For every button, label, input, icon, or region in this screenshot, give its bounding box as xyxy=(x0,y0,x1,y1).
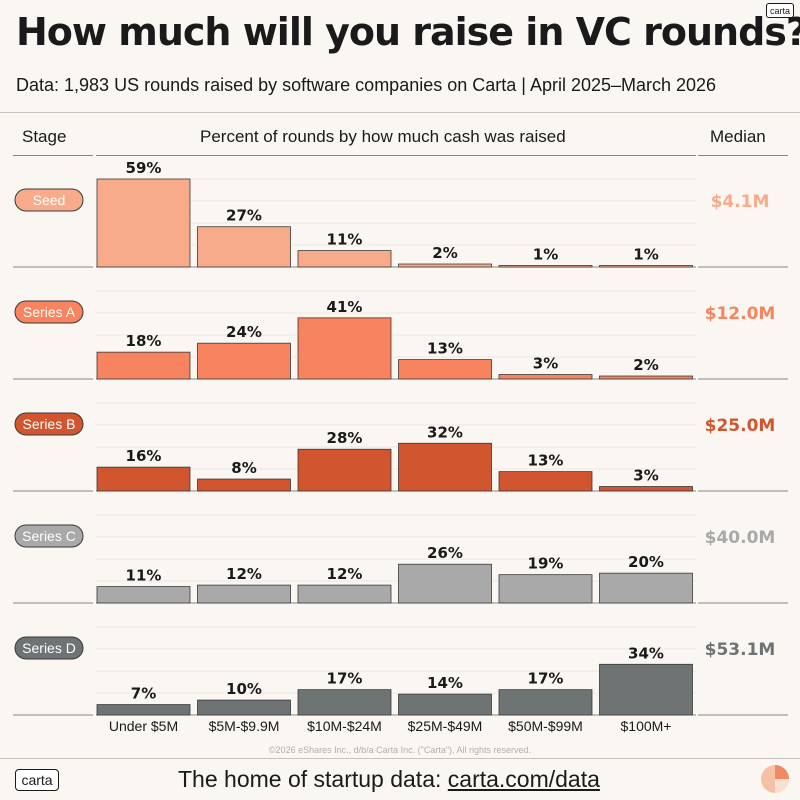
carta-logo-bottom[interactable]: carta xyxy=(15,769,59,791)
seed-stage-pill xyxy=(14,188,84,212)
series-c-bar xyxy=(398,563,492,604)
series-b-bar-value-label: 13% xyxy=(528,452,564,470)
series-b-bar xyxy=(498,471,593,492)
series-a-bar-value-label: 18% xyxy=(126,332,162,350)
series-c-bar xyxy=(197,584,291,604)
seed-bar-value-label: 59% xyxy=(126,159,162,177)
header-divider xyxy=(0,112,800,113)
percent-column-header: Percent of rounds by how much cash was r… xyxy=(200,127,566,146)
series-c-bar-value-label: 26% xyxy=(427,544,463,562)
series-d-bar-value-label: 7% xyxy=(131,685,156,703)
series-a-median-value: $12.0M xyxy=(705,304,776,324)
series-c-stage-pill xyxy=(14,524,84,548)
series-d-stage-pill xyxy=(14,636,84,660)
series-c-bar-value-label: 12% xyxy=(327,565,363,583)
tagline-link[interactable]: carta.com/data xyxy=(447,766,600,792)
seed-bar xyxy=(599,265,693,268)
series-c-bar xyxy=(96,586,191,604)
series-d-bar-value-label: 17% xyxy=(528,670,564,688)
x-tick-label: $100M+ xyxy=(621,718,672,734)
series-d-median-value: $53.1M xyxy=(705,640,776,660)
series-c-median-value: $40.0M xyxy=(705,528,776,548)
seed-bar xyxy=(498,265,593,268)
series-c-bar-value-label: 20% xyxy=(628,553,664,571)
chart-subtitle: Data: 1,983 US rounds raised by software… xyxy=(16,75,717,95)
percent-header-rule xyxy=(96,155,696,156)
series-a-bar-value-label: 13% xyxy=(427,340,463,358)
series-a-bar xyxy=(498,374,593,380)
median-column-header: Median xyxy=(710,127,766,146)
series-b-bar-value-label: 3% xyxy=(633,467,658,485)
seed-bar xyxy=(398,263,492,268)
x-tick-label: $5M-$9.9M xyxy=(209,718,280,734)
series-b-bar xyxy=(398,442,492,492)
x-tick-label: $10M-$24M xyxy=(307,718,382,734)
seed-stage-label: Seed xyxy=(33,192,66,208)
series-d-bar-value-label: 34% xyxy=(628,644,664,662)
seed-bar-value-label: 11% xyxy=(327,231,363,249)
series-a-bar xyxy=(398,359,492,380)
seed-median-value: $4.1M xyxy=(711,192,770,212)
carta-logo-top[interactable]: carta xyxy=(766,3,794,18)
median-header-rule xyxy=(698,155,788,156)
series-c-bar xyxy=(297,584,392,604)
series-a-bar-value-label: 3% xyxy=(533,355,558,373)
series-c-bar xyxy=(498,574,593,604)
series-d-bar xyxy=(96,704,191,716)
series-b-bar-value-label: 28% xyxy=(327,429,363,447)
series-a-bar xyxy=(96,351,191,380)
series-a-bar xyxy=(197,342,291,380)
series-b-bar xyxy=(599,486,693,492)
series-b-bar-value-label: 16% xyxy=(126,447,162,465)
seed-bar xyxy=(96,178,191,268)
x-tick-label: $25M-$49M xyxy=(408,718,483,734)
series-d-bar xyxy=(498,689,593,716)
seed-bar-value-label: 2% xyxy=(432,244,457,262)
x-tick-label: Under $5M xyxy=(109,718,178,734)
series-d-stage-label: Series D xyxy=(22,640,76,656)
series-b-bar-value-label: 8% xyxy=(231,459,256,477)
series-b-bar xyxy=(96,466,191,492)
seed-bar xyxy=(197,226,291,268)
stage-header-rule xyxy=(13,155,93,156)
series-b-bar-value-label: 32% xyxy=(427,423,463,441)
seed-bar-value-label: 1% xyxy=(533,246,558,264)
series-a-bar-value-label: 24% xyxy=(226,323,262,341)
x-tick-label: $50M-$99M xyxy=(508,718,583,734)
seed-bar xyxy=(297,250,392,268)
series-c-stage-label: Series C xyxy=(22,528,76,544)
series-a-stage-pill xyxy=(14,300,84,324)
chart-title: How much will you raise in VC rounds? xyxy=(16,10,800,54)
series-d-bar xyxy=(398,693,492,716)
series-b-stage-label: Series B xyxy=(23,416,76,432)
series-a-stage-label: Series A xyxy=(23,304,76,320)
footer-tagline: The home of startup data: carta.com/data xyxy=(178,766,600,793)
series-d-bar xyxy=(599,663,693,716)
series-a-bar xyxy=(297,317,392,380)
series-b-bar xyxy=(297,448,392,492)
footer-divider xyxy=(0,758,800,759)
series-d-bar-value-label: 17% xyxy=(327,670,363,688)
decorative-logo-icon xyxy=(761,765,789,793)
series-c-bar-value-label: 19% xyxy=(528,555,564,573)
series-c-bar-value-label: 11% xyxy=(126,567,162,585)
series-d-bar-value-label: 10% xyxy=(226,680,262,698)
copyright-text: ©2026 eShares Inc., d/b/a Carta Inc. ("C… xyxy=(268,745,532,755)
series-d-bar-value-label: 14% xyxy=(427,674,463,692)
series-d-bar xyxy=(297,689,392,716)
series-c-bar-value-label: 12% xyxy=(226,565,262,583)
seed-bar-value-label: 1% xyxy=(633,246,658,264)
series-a-bar-value-label: 41% xyxy=(327,298,363,316)
series-b-median-value: $25.0M xyxy=(705,416,776,436)
series-b-bar xyxy=(197,478,291,492)
stage-column-header: Stage xyxy=(22,127,67,146)
series-c-bar xyxy=(599,572,693,604)
series-a-bar-value-label: 2% xyxy=(633,356,658,374)
series-a-bar xyxy=(599,375,693,380)
series-b-stage-pill xyxy=(14,412,84,436)
tagline-prefix: The home of startup data: xyxy=(178,766,448,792)
seed-bar-value-label: 27% xyxy=(226,207,262,225)
series-d-bar xyxy=(197,699,291,716)
